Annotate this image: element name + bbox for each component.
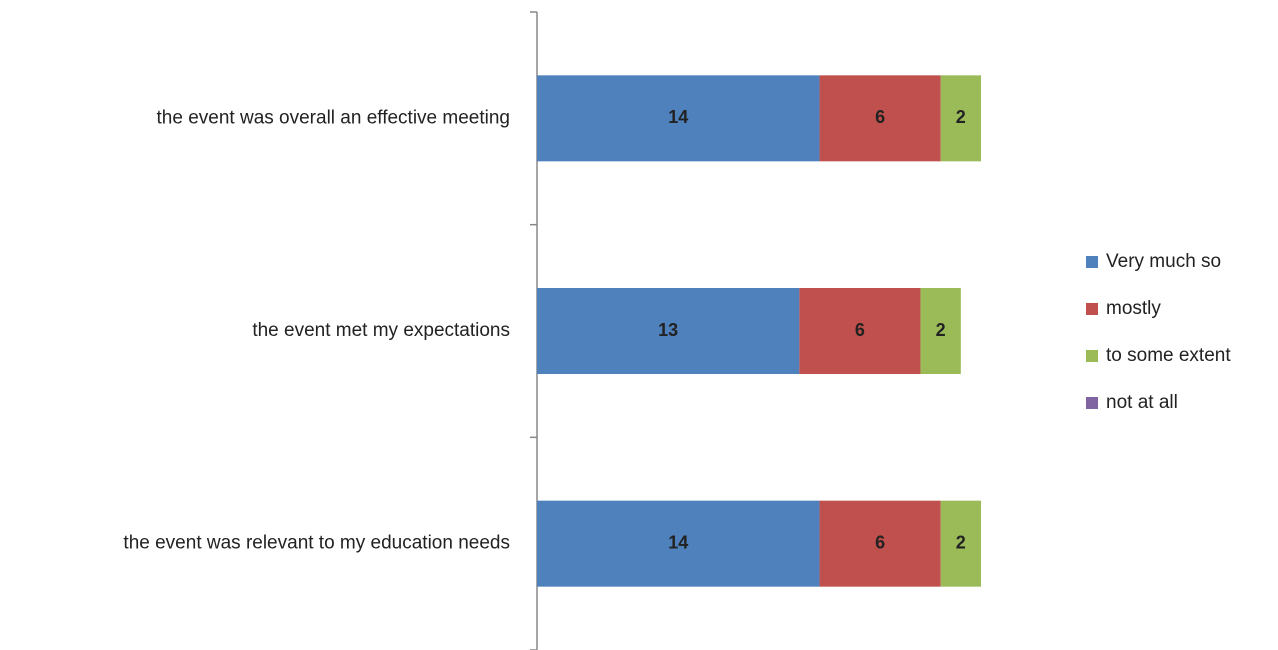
bar-segment (940, 500, 981, 587)
category-label: the event met my expectations (252, 320, 510, 341)
category-label: the event was relevant to my education n… (123, 533, 510, 554)
legend-label: Very much so (1106, 251, 1221, 272)
legend-swatch (1086, 397, 1098, 409)
bar-segment (920, 288, 961, 374)
bar-segment (799, 288, 921, 374)
bar-segment (537, 288, 800, 374)
legend-label: to some extent (1106, 345, 1231, 366)
bar-segment (819, 75, 941, 162)
value-label: 6 (855, 320, 865, 340)
bar-segment (537, 500, 820, 587)
bar-segment (537, 75, 820, 162)
bar-segment (819, 500, 941, 587)
legend-swatch (1086, 256, 1098, 268)
category-label: the event was overall an effective meeti… (157, 107, 510, 128)
bar-segment (940, 75, 981, 162)
value-label: 13 (658, 320, 678, 340)
legend-swatch (1086, 303, 1098, 315)
legend-label: mostly (1106, 298, 1161, 319)
value-label: 2 (956, 532, 966, 552)
legend-swatch (1086, 350, 1098, 362)
value-label: 2 (956, 107, 966, 127)
value-label: 14 (668, 532, 688, 552)
legend-label: not at all (1106, 392, 1178, 413)
value-label: 6 (875, 107, 885, 127)
value-label: 2 (936, 320, 946, 340)
value-label: 14 (668, 107, 688, 127)
value-label: 6 (875, 532, 885, 552)
